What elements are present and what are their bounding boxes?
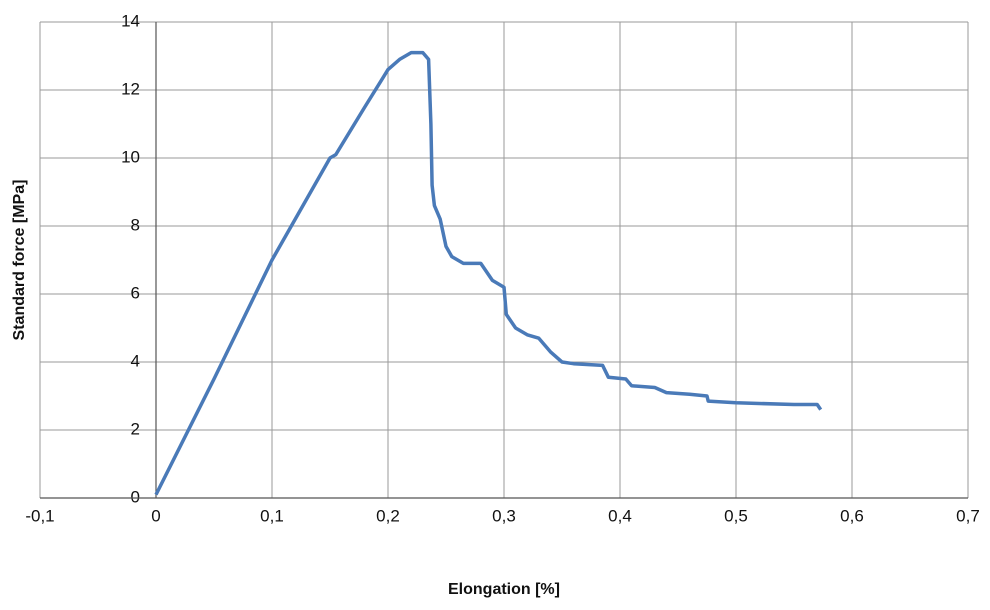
y-tick-label: 14 [121,11,140,30]
y-tick-label: 6 [131,283,140,302]
x-tick-label: -0,1 [25,506,54,525]
x-axis-title: Elongation [%] [448,581,560,598]
y-axis-title: Standard force [MPa] [11,180,28,341]
y-tick-label: 12 [121,79,140,98]
x-tick-label: 0,4 [608,506,632,525]
x-tick-label: 0 [151,506,160,525]
x-tick-label: 0,5 [724,506,748,525]
x-tick-label: 0,1 [260,506,284,525]
x-tick-label: 0,2 [376,506,400,525]
y-tick-label: 0 [131,487,140,506]
x-tick-label: 0,6 [840,506,864,525]
y-tick-label: 10 [121,147,140,166]
data-line [154,50,823,496]
y-tick-label: 4 [131,351,140,370]
x-tick-label: 0,3 [492,506,516,525]
x-tick-label: 0,7 [956,506,980,525]
y-tick-label: 2 [131,419,140,438]
y-tick-label: 8 [131,215,140,234]
